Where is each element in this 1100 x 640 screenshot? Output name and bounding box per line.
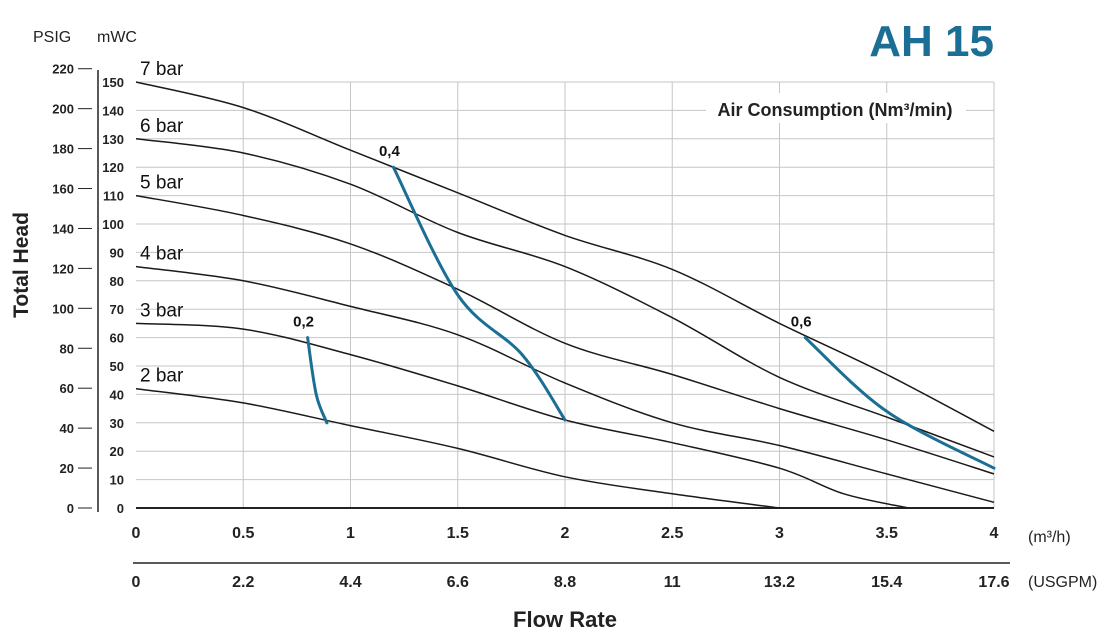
chart-title: AH 15 — [869, 17, 994, 66]
air-curve-04 — [391, 165, 567, 422]
mwc-tick-label: 10 — [110, 473, 124, 488]
x2-tick-label: 6.6 — [447, 574, 469, 591]
curve-label-3-bar: 3 bar — [140, 300, 184, 321]
axes — [97, 70, 1010, 564]
curve-3-bar — [135, 322, 909, 509]
mwc-tick-label: 40 — [110, 387, 124, 402]
mwc-tick-label: 150 — [102, 75, 124, 90]
mwc-tick-label: 90 — [110, 245, 124, 260]
y-axis-label: Total Head — [10, 212, 33, 318]
x2-tick-label: 4.4 — [339, 574, 361, 591]
air-curve-06 — [803, 336, 996, 470]
x2-tick-label: 8.8 — [554, 574, 576, 591]
x-tick-label: 3 — [775, 525, 784, 542]
mwc-tick-label: 60 — [110, 331, 124, 346]
curve-4-bar — [135, 265, 995, 504]
air-consumption-label-bg — [706, 93, 966, 123]
mwc-tick-label: 130 — [102, 132, 124, 147]
curve-2-bar — [135, 387, 780, 509]
mwc-tick-label: 140 — [102, 103, 124, 118]
x-axis-label: Flow Rate — [513, 607, 617, 632]
psig-tick-label: 0 — [67, 501, 74, 516]
psig-tick-label: 200 — [52, 102, 74, 117]
mwc-tick-label: 70 — [110, 302, 124, 317]
air-curve-label-06: 0,6 — [791, 314, 812, 331]
psig-tick-label: 220 — [52, 62, 74, 77]
x2-tick-label: 17.6 — [978, 574, 1009, 591]
curve-7-bar — [135, 81, 995, 432]
mwc-tick-label: 30 — [110, 416, 124, 431]
psig-tick-label: 20 — [60, 461, 74, 476]
psig-tick-label: 140 — [52, 221, 74, 236]
curve-5-bar — [135, 194, 995, 475]
psig-tick-label: 180 — [52, 142, 74, 157]
x-tick-label: 1.5 — [447, 525, 469, 542]
x-tick-label: 0.5 — [232, 525, 254, 542]
tick-labels: 0102030405060708090100110120130140150020… — [52, 62, 1009, 591]
x-unit-usgpm: (USGPM) — [1028, 574, 1097, 591]
x-tick-label: 3.5 — [876, 525, 898, 542]
mwc-tick-label: 120 — [102, 160, 124, 175]
curve-label-6-bar: 6 bar — [140, 116, 184, 137]
air-consumption-label: Air Consumption (Nm³/min) — [718, 100, 953, 120]
curve-label-4-bar: 4 bar — [140, 244, 184, 265]
air-curve-02 — [306, 336, 329, 425]
psig-tick-label: 60 — [60, 381, 74, 396]
mwc-tick-label: 110 — [103, 189, 124, 204]
curve-label-5-bar: 5 bar — [140, 173, 184, 194]
mwc-tick-label: 0 — [117, 501, 124, 516]
curve-label-7-bar: 7 bar — [140, 59, 184, 80]
curve-label-2-bar: 2 bar — [140, 366, 184, 387]
mwc-unit-label: mWC — [97, 29, 137, 46]
x2-tick-label: 15.4 — [871, 574, 902, 591]
psig-tick-label: 160 — [52, 182, 74, 197]
x-tick-label: 2.5 — [661, 525, 683, 542]
curve-6-bar — [135, 138, 995, 458]
psig-tick-label: 120 — [52, 261, 74, 276]
x-tick-label: 0 — [132, 525, 141, 542]
air-consumption-curves: 0,2 0,4 0,6 — [293, 143, 996, 470]
x-tick-label: 1 — [346, 525, 355, 542]
x2-tick-label: 0 — [132, 574, 141, 591]
pressure-curves: 7 bar 6 bar 5 bar 4 bar 3 bar 2 bar — [135, 59, 995, 509]
x-tick-label: 2 — [561, 525, 570, 542]
psig-tick-label: 80 — [60, 341, 74, 356]
mwc-tick-label: 80 — [110, 274, 124, 289]
x2-tick-label: 13.2 — [764, 574, 795, 591]
psig-tick-label: 100 — [52, 301, 74, 316]
air-curve-label-04: 0,4 — [379, 143, 401, 160]
x2-tick-label: 11 — [664, 574, 681, 591]
x2-tick-label: 2.2 — [232, 574, 254, 591]
mwc-tick-label: 50 — [110, 359, 124, 374]
mwc-tick-label: 20 — [110, 444, 124, 459]
x-tick-label: 4 — [990, 525, 999, 542]
grid — [136, 81, 995, 508]
x-unit-m3h: (m³/h) — [1028, 529, 1071, 546]
air-curve-label-02: 0,2 — [293, 314, 314, 331]
psig-tick-label: 40 — [60, 421, 74, 436]
psig-unit-label: PSIG — [33, 29, 71, 46]
mwc-tick-label: 100 — [102, 217, 124, 232]
